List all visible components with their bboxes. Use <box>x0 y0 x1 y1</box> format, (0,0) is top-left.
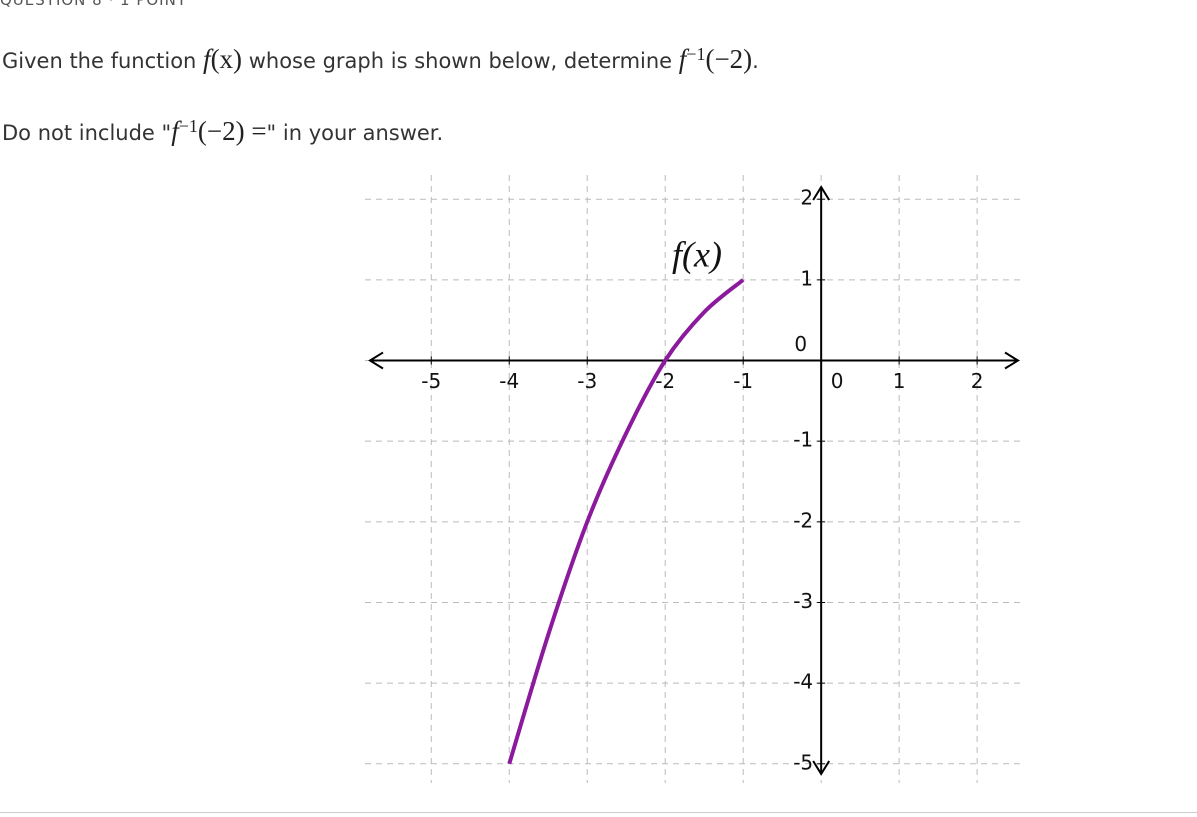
math: f <box>678 44 687 74</box>
math: f <box>203 44 211 74</box>
math: (−2) = <box>197 116 267 146</box>
y-tick-label: 0 <box>794 332 807 356</box>
x-arrow <box>368 351 384 370</box>
x-tick-label: 2 <box>971 369 984 393</box>
y-tick-label: -5 <box>793 750 813 774</box>
x-tick-label: -1 <box>733 369 753 393</box>
curve-label: f(x) <box>672 234 722 274</box>
text: whose graph is shown below, determine <box>242 49 679 73</box>
text: Given the function <box>2 49 204 73</box>
prompt: Given the function f(x) whose graph is s… <box>2 44 759 75</box>
x-tick-label: -2 <box>655 369 675 393</box>
y-tick-label: -4 <box>793 670 813 694</box>
question-header: QUESTION 8 · 1 POINT <box>0 0 187 9</box>
divider <box>0 812 1197 813</box>
text: " in your answer. <box>266 121 444 145</box>
y-arrow <box>812 185 831 201</box>
curve <box>507 278 745 765</box>
math: f <box>171 116 179 146</box>
math: (x) <box>210 44 243 74</box>
y-tick-label: 1 <box>800 266 813 290</box>
x-tick-label: -5 <box>421 369 441 393</box>
superscript: −1 <box>686 44 706 64</box>
superscript: −1 <box>178 116 198 136</box>
y-tick-label: -3 <box>793 589 813 613</box>
x-tick-label: -4 <box>499 369 519 393</box>
text: Do not include " <box>2 121 172 145</box>
x-tick-label: 1 <box>893 369 906 393</box>
x-tick-label: -3 <box>577 369 597 393</box>
x-tick-label: 0 <box>831 369 844 393</box>
math: (−2) <box>705 44 753 74</box>
y-tick-label: -1 <box>793 428 813 452</box>
text: . <box>752 49 759 73</box>
instruction: Do not include "f−1(−2) =" in your answe… <box>2 116 443 147</box>
y-arrow <box>812 760 831 776</box>
y-tick-label: 2 <box>800 186 813 210</box>
x-arrow <box>1004 351 1020 370</box>
y-tick-label: -2 <box>793 508 813 532</box>
